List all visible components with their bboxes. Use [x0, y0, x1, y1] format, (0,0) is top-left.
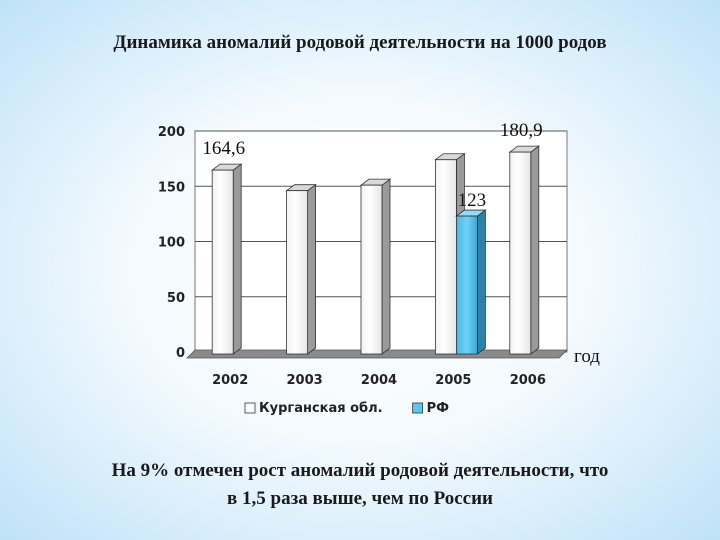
bar-kurgan-2004	[359, 178, 392, 355]
bar-side	[530, 145, 540, 355]
y-tick-label: 0	[176, 346, 185, 361]
bar-front	[509, 151, 532, 355]
bar-side	[307, 183, 317, 355]
legend: Курганская обл. РФ	[244, 401, 450, 416]
bar-rf-2005	[455, 209, 487, 355]
slide-caption: На 9% отмечен рост аномалий родовой деят…	[40, 457, 680, 513]
legend-swatch	[412, 402, 424, 414]
caption-line-2: в 1,5 раза выше, чем по России	[227, 488, 493, 509]
legend-label: Курганская обл.	[259, 401, 383, 416]
y-tick-label: 200	[158, 125, 185, 140]
legend-item: Курганская обл.	[244, 401, 383, 416]
bar-side	[476, 209, 486, 355]
bar-front	[434, 159, 457, 355]
bar-side	[232, 163, 242, 355]
y-tick-label: 50	[167, 291, 185, 306]
x-axis-label: год	[574, 346, 600, 367]
bar-kurgan-2002	[210, 163, 243, 355]
x-tick-label: 2003	[287, 373, 323, 388]
bar-front	[211, 169, 234, 355]
bar-front	[286, 190, 309, 355]
x-tick-label: 2005	[435, 373, 471, 388]
data-label: 123	[458, 190, 487, 211]
y-axis-ticks: 0 50 100 150 200	[158, 125, 185, 361]
y-tick-label: 100	[158, 236, 185, 251]
x-tick-label: 2002	[212, 373, 248, 388]
bar-side	[381, 178, 391, 355]
y-tick-label: 150	[158, 180, 185, 195]
data-label: 164,6	[202, 138, 245, 159]
data-label: 180,9	[500, 120, 543, 141]
bar-kurgan-2006	[508, 145, 540, 355]
x-tick-label: 2006	[510, 373, 546, 388]
bars	[210, 145, 540, 355]
legend-label: РФ	[427, 401, 450, 416]
legend-item: РФ	[412, 401, 450, 416]
caption-line-1: На 9% отмечен рост аномалий родовой деят…	[111, 460, 609, 481]
slide-title: Динамика аномалий родовой деятельности н…	[113, 32, 607, 53]
x-axis-ticks: 2002 2003 2004 2005 2006	[212, 373, 546, 388]
bar-kurgan-2003	[285, 183, 317, 355]
legend-swatch	[244, 402, 256, 414]
bar-front	[360, 184, 383, 355]
bar-front	[455, 215, 478, 355]
data-labels: 164,6 180,9 123	[202, 120, 542, 211]
x-tick-label: 2004	[361, 373, 397, 388]
